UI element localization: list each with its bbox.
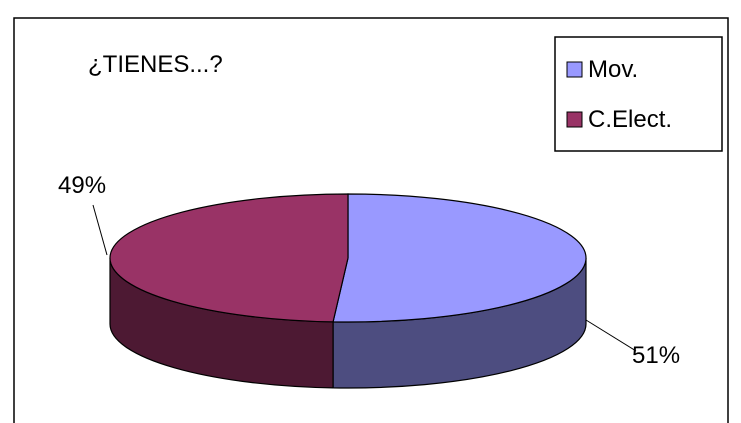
legend-box xyxy=(554,36,723,152)
legend: Mov. C.Elect. xyxy=(554,36,723,152)
leader-line-c-elect xyxy=(92,204,108,256)
data-label-mov: 51% xyxy=(632,342,680,369)
chart-title: ¿TIENES...? xyxy=(88,51,223,78)
legend-label-c-elect: C.Elect. xyxy=(588,106,672,133)
pie-slice-mov xyxy=(332,193,587,323)
legend-item-c-elect: C.Elect. xyxy=(566,106,672,133)
pie-tops xyxy=(109,193,587,323)
leader-line-mov xyxy=(585,319,637,352)
legend-swatch-c-elect xyxy=(566,111,583,128)
data-label-c-elect: 49% xyxy=(58,172,106,199)
leader-lines xyxy=(92,204,637,352)
data-labels: 51% 49% xyxy=(58,172,680,369)
legend-swatch-mov xyxy=(566,61,583,78)
legend-label-mov: Mov. xyxy=(588,56,638,83)
pie-slice-c-elect xyxy=(109,193,349,323)
chart-frame-border xyxy=(13,17,729,423)
legend-item-mov: Mov. xyxy=(566,56,638,83)
